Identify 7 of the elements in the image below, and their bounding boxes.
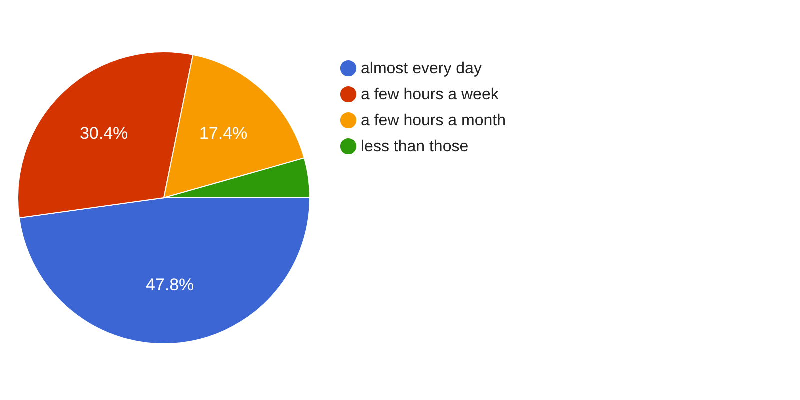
legend-label: almost every day [361, 60, 482, 78]
legend-label: a few hours a month [361, 112, 506, 130]
data-label: 47.8% [146, 275, 194, 294]
legend-label: a few hours a week [361, 86, 500, 104]
legend-label: less than those [361, 138, 469, 156]
data-label: 17.4% [199, 124, 248, 143]
data-label: 30.4% [80, 124, 128, 144]
